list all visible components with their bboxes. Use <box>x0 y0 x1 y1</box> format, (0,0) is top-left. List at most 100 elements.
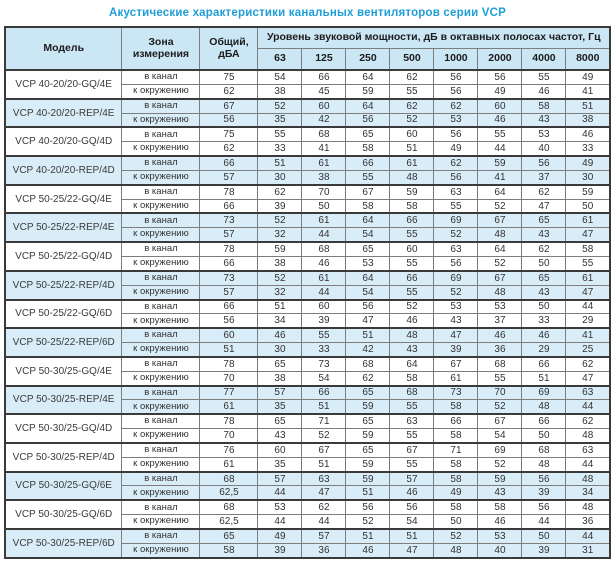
zone-cell: к окружению <box>121 485 201 501</box>
spl-value-cell: 50 <box>301 198 347 214</box>
spl-value-cell: 66 <box>389 269 435 286</box>
zone-cell: в канал <box>121 413 201 430</box>
zone-cell: в канал <box>121 470 201 487</box>
spl-value-cell: 67 <box>477 269 523 286</box>
zone-cell: к окружению <box>121 542 201 559</box>
spl-value-cell: 48 <box>521 456 567 473</box>
spl-value-cell: 69 <box>433 269 479 286</box>
spl-value-cell: 58 <box>389 370 435 387</box>
spl-value-cell: 59 <box>477 470 523 487</box>
spl-value-cell: 58 <box>345 141 391 157</box>
spl-value-cell: 55 <box>345 169 391 186</box>
table-row: к окружению 70 43 52 59 55 58 54 50 48 <box>5 428 611 444</box>
total-dba-cell: 66 <box>199 155 259 171</box>
total-dba-cell: 61 <box>199 456 259 473</box>
spl-value-cell: 55 <box>477 370 523 387</box>
total-dba-cell: 66 <box>199 198 259 214</box>
spl-value-cell: 63 <box>433 241 479 257</box>
spl-value-cell: 39 <box>521 542 567 559</box>
spl-value-cell: 43 <box>521 227 567 243</box>
spl-value-cell: 45 <box>301 83 347 100</box>
spl-value-cell: 52 <box>477 255 523 272</box>
zone-cell: к окружению <box>121 227 201 243</box>
spl-value-cell: 71 <box>433 441 479 458</box>
total-dba-cell: 67 <box>199 97 259 114</box>
spl-value-cell: 65 <box>345 384 391 401</box>
total-dba-cell: 56 <box>199 313 259 329</box>
spl-value-cell: 49 <box>565 155 611 171</box>
spl-value-cell: 46 <box>521 327 567 344</box>
spl-value-cell: 51 <box>521 370 567 387</box>
model-cell: VCP 50-30/25-REP/6D <box>4 528 123 559</box>
spl-value-cell: 40 <box>477 542 523 559</box>
spl-value-cell: 63 <box>301 470 347 487</box>
spl-value-cell: 43 <box>257 428 303 444</box>
col-header-freq-2000: 2000 <box>477 48 523 71</box>
spl-value-cell: 56 <box>521 499 567 516</box>
spl-value-cell: 46 <box>565 126 611 143</box>
spl-value-cell: 68 <box>345 355 391 372</box>
total-dba-cell: 51 <box>199 342 259 358</box>
spl-value-cell: 56 <box>345 112 391 128</box>
spl-value-cell: 56 <box>345 298 391 315</box>
spl-value-cell: 58 <box>433 499 479 516</box>
spl-value-cell: 59 <box>565 183 611 200</box>
zone-cell: к окружению <box>121 514 201 530</box>
spl-value-cell: 49 <box>433 485 479 501</box>
spl-value-cell: 36 <box>301 542 347 559</box>
spl-value-cell: 52 <box>433 527 479 544</box>
spl-value-cell: 53 <box>257 499 303 516</box>
spl-value-cell: 67 <box>477 212 523 229</box>
spl-value-cell: 69 <box>477 441 523 458</box>
spl-value-cell: 60 <box>301 97 347 114</box>
spl-value-cell: 63 <box>565 384 611 401</box>
spl-value-cell: 50 <box>433 514 479 530</box>
zone-cell: в канал <box>121 327 201 344</box>
table-row: VCP 50-25/22-GQ/4D в канал 78 59 68 65 60 63 64 6… <box>4 241 611 272</box>
spl-value-cell: 61 <box>389 155 435 171</box>
total-dba-cell: 62,5 <box>199 514 259 530</box>
spl-value-cell: 56 <box>433 169 479 186</box>
spl-value-cell: 55 <box>389 284 435 301</box>
spl-value-cell: 65 <box>257 413 303 430</box>
total-dba-cell: 78 <box>199 183 259 200</box>
spl-value-cell: 55 <box>477 126 523 143</box>
spl-value-cell: 44 <box>521 514 567 530</box>
spl-value-cell: 59 <box>477 155 523 171</box>
spl-value-cell: 64 <box>389 355 435 372</box>
table-row: VCP 50-25/22-REP/6D в канал 60 46 55 51 48 47 46… <box>4 327 611 358</box>
spl-value-cell: 52 <box>477 399 523 415</box>
spl-value-cell: 37 <box>477 313 523 329</box>
spl-value-cell: 46 <box>389 485 435 501</box>
table-row: VCP 50-30/25-GQ/4D в канал 78 65 71 65 63 66 67 6… <box>4 413 611 444</box>
zone-cell: в канал <box>121 269 201 286</box>
spl-value-cell: 58 <box>345 198 391 214</box>
spl-value-cell: 48 <box>389 169 435 186</box>
spl-value-cell: 56 <box>345 499 391 516</box>
zone-cell: в канал <box>121 441 201 458</box>
spl-value-cell: 62 <box>433 97 479 114</box>
spl-value-cell: 66 <box>521 355 567 372</box>
page-title: Акустические характеристики канальных ве… <box>108 7 507 19</box>
table-row: VCP 40-20/20-GQ/4D в канал 75 55 68 65 60 56 55 5… <box>4 126 611 157</box>
total-dba-cell: 75 <box>199 68 259 85</box>
spl-value-cell: 64 <box>345 269 391 286</box>
spl-value-cell: 60 <box>389 126 435 143</box>
spl-value-cell: 54 <box>477 428 523 444</box>
table-row: к окружению 51 30 33 42 43 39 36 29 25 <box>5 342 611 358</box>
spl-value-cell: 51 <box>389 141 435 157</box>
spl-value-cell: 48 <box>389 327 435 344</box>
spl-value-cell: 53 <box>433 112 479 128</box>
spl-value-cell: 55 <box>389 83 435 100</box>
spl-value-cell: 54 <box>301 370 347 387</box>
spl-value-cell: 33 <box>257 141 303 157</box>
spl-value-cell: 52 <box>257 97 303 114</box>
spl-value-cell: 53 <box>345 255 391 272</box>
spl-value-cell: 51 <box>565 97 611 114</box>
table-row: к окружению 57 32 44 54 55 52 48 43 47 <box>5 227 611 243</box>
spl-value-cell: 48 <box>565 470 611 487</box>
spl-value-cell: 48 <box>433 542 479 559</box>
spl-value-cell: 48 <box>477 227 523 243</box>
spl-value-cell: 41 <box>565 83 611 100</box>
table-header: Модель Зона измерения Общий, дБА Уровень… <box>4 26 611 71</box>
